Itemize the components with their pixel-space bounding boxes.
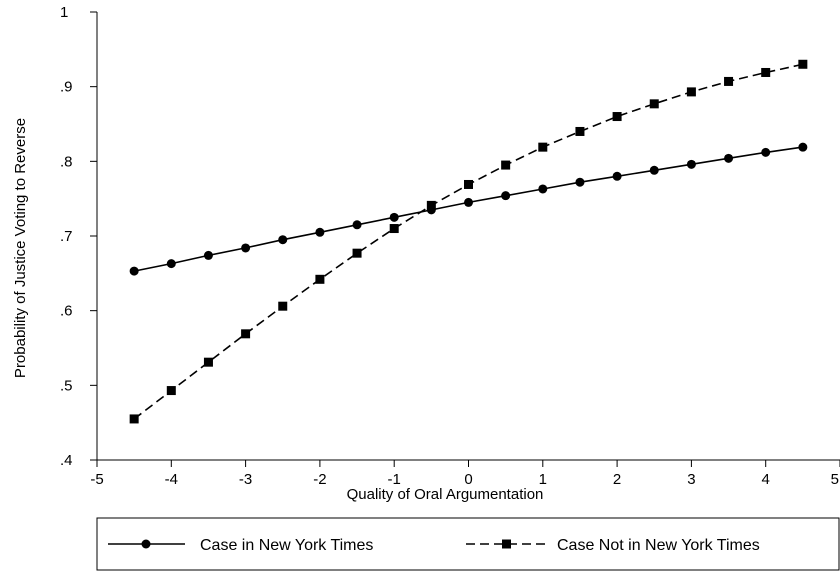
series-1-point <box>612 112 622 122</box>
y-tick-label: 1 <box>60 4 68 21</box>
legend-label-case-not-in-nyt: Case Not in New York Times <box>557 537 760 554</box>
legend-label-case-in-nyt: Case in New York Times <box>200 537 373 554</box>
y-tick-label: .4 <box>60 452 73 469</box>
y-tick-label: .8 <box>60 153 73 170</box>
legend-square-marker-icon <box>502 539 511 549</box>
series-1-point <box>538 142 548 152</box>
series-0-point <box>649 165 659 175</box>
series-1-point <box>241 329 251 339</box>
x-tick-label: 5 <box>831 471 839 488</box>
series-0-point <box>501 191 511 201</box>
series-0-point <box>241 243 251 253</box>
x-tick-label: 0 <box>464 471 472 488</box>
series-0-point <box>352 220 362 230</box>
y-tick-label: .5 <box>60 377 73 394</box>
x-tick-label: 4 <box>762 471 770 488</box>
series-0-point <box>464 197 473 207</box>
x-tick-label: -4 <box>165 471 178 488</box>
y-tick-label: .7 <box>60 228 73 245</box>
series-0-point <box>686 159 696 169</box>
series-1-point <box>575 126 585 136</box>
series-1-point <box>129 414 139 424</box>
y-axis-title: Probability of Justice Voting to Reverse <box>12 118 29 378</box>
series-0-point <box>538 184 548 194</box>
legend: Case in New York Times Case Not in New Y… <box>96 517 840 571</box>
legend-item-case-not-in-nyt: Case Not in New York Times <box>466 537 760 554</box>
series-0-point <box>203 250 213 260</box>
series-0-point <box>761 147 771 157</box>
series-1-point <box>389 224 399 234</box>
x-tick-label: 2 <box>613 471 621 488</box>
series-1-point <box>278 301 288 311</box>
series-0-point <box>389 212 399 222</box>
x-tick-label: 1 <box>539 471 547 488</box>
series-1-point <box>761 67 771 77</box>
series-0-point <box>575 177 585 187</box>
series-1-point <box>166 386 176 396</box>
series-0-point <box>612 171 622 181</box>
series-0-point <box>798 142 808 152</box>
legend-circle-marker-icon <box>141 539 151 549</box>
series-1-point <box>686 87 696 97</box>
x-tick-label: -5 <box>90 471 103 488</box>
series-1-point <box>501 160 511 170</box>
series-0-point <box>278 235 288 245</box>
legend-item-case-in-nyt: Case in New York Times <box>108 537 373 554</box>
y-tick-label: .9 <box>60 79 73 96</box>
series-layer <box>129 59 808 424</box>
legend-box <box>96 517 840 571</box>
x-tick-label: -1 <box>388 471 401 488</box>
series-0-point <box>724 153 734 163</box>
series-1-point <box>724 76 734 86</box>
series-1-point <box>426 200 436 210</box>
series-0-point <box>129 266 139 276</box>
x-axis-title: Quality of Oral Argumentation <box>347 486 544 503</box>
series-1-point <box>352 248 362 258</box>
x-tick-label: 3 <box>687 471 695 488</box>
series-0-point <box>166 259 176 269</box>
series-1-point <box>649 99 659 109</box>
axes: .4 .5 .6 .7 .8 .9 1 -5 -4 -3 -2 -1 0 1 2 3 4 5 <box>60 4 840 488</box>
series-1-point <box>203 357 213 367</box>
series-1-point <box>798 59 808 69</box>
x-tick-label: -3 <box>239 471 252 488</box>
series-1-point <box>464 179 473 189</box>
series-1-point <box>315 274 325 284</box>
x-tick-label: -2 <box>313 471 326 488</box>
series-0-point <box>315 227 325 237</box>
y-tick-label: .6 <box>60 303 73 320</box>
